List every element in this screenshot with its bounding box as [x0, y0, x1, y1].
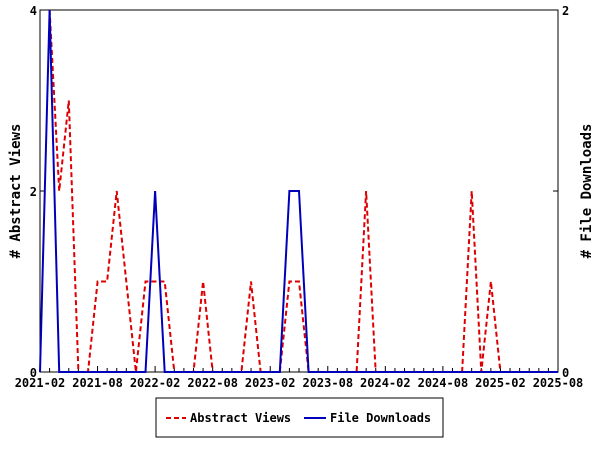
- x-tick-label: 2025-08: [533, 376, 584, 390]
- x-tick-label: 2021-08: [72, 376, 123, 390]
- y-tick-label-right: 2: [562, 4, 569, 18]
- x-tick-label: 2023-08: [302, 376, 353, 390]
- legend-label-views: Abstract Views: [190, 411, 291, 425]
- y-tick-label-left: 4: [30, 4, 37, 18]
- x-tick-label: 2025-02: [475, 376, 526, 390]
- x-tick-label: 2024-08: [418, 376, 469, 390]
- x-tick-label: 2021-02: [15, 376, 66, 390]
- y-tick-label-left: 0: [30, 366, 37, 380]
- x-tick-label: 2023-02: [245, 376, 296, 390]
- y-axis-label-right: # File Downloads: [579, 124, 595, 259]
- y-tick-label-left: 2: [30, 185, 37, 199]
- x-tick-label: 2022-02: [130, 376, 181, 390]
- x-tick-label: 2024-02: [360, 376, 411, 390]
- y-axis-label-left: # Abstract Views: [8, 124, 24, 259]
- legend-label-downloads: File Downloads: [330, 411, 431, 425]
- legend: Abstract Views File Downloads: [156, 398, 443, 437]
- x-tick-label: 2022-08: [187, 376, 238, 390]
- y-tick-label-right: 0: [562, 366, 569, 380]
- abstract-views-line: [50, 10, 558, 372]
